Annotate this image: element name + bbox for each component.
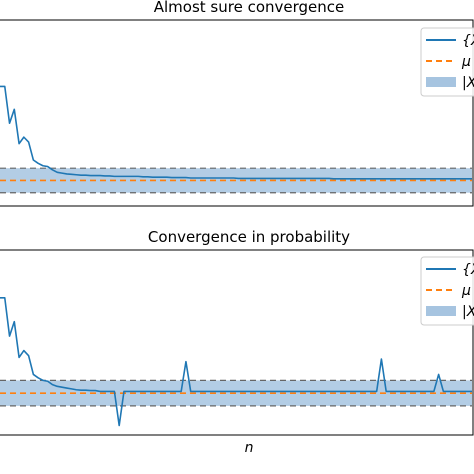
panel-in-probability: Convergence in probability {X μ |X n [0, 228, 474, 456]
x-axis-label: n [245, 440, 254, 456]
chart-title: Convergence in probability [148, 228, 350, 246]
series-line [0, 85, 472, 180]
legend-band-swatch [426, 306, 456, 316]
legend-label-mean: μ [461, 54, 471, 70]
plot-area [0, 297, 472, 427]
panel-almost-sure: Almost sure convergence {X μ |X [0, 0, 474, 207]
chart-title: Almost sure convergence [154, 0, 345, 16]
legend-label-series: {X [462, 262, 474, 278]
legend-label-band: |X [462, 304, 474, 320]
legend: {X μ |X [420, 27, 474, 97]
legend-label-series: {X [462, 33, 474, 49]
legend: {X μ |X [420, 256, 474, 326]
axes-frame [0, 19, 474, 207]
series-line [0, 297, 472, 427]
legend-label-band: |X [462, 75, 474, 91]
plot-area [0, 85, 472, 194]
legend-band-swatch [426, 77, 456, 87]
legend-label-mean: μ [461, 283, 471, 299]
axes-frame [0, 249, 474, 436]
